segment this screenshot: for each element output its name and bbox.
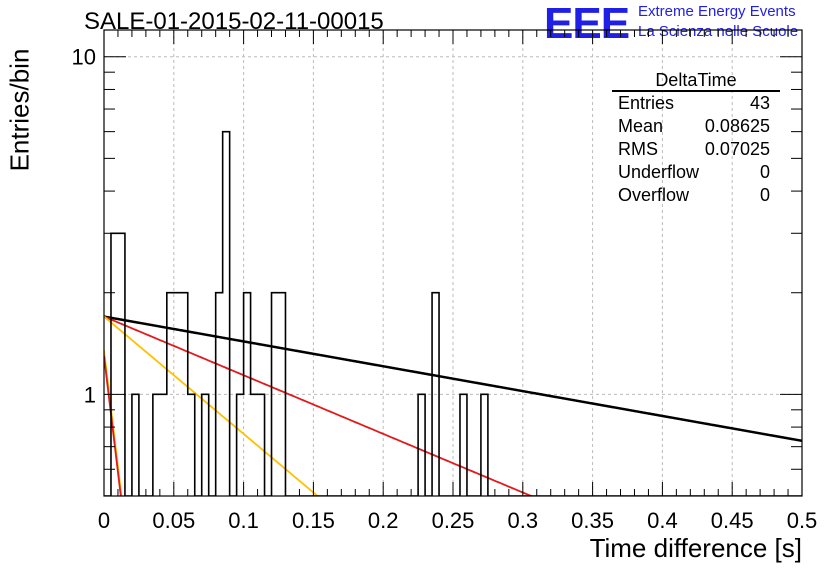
y-tick-label: 1 bbox=[84, 382, 96, 407]
x-tick-label: 0 bbox=[98, 508, 110, 533]
stats-value: 0.07025 bbox=[704, 139, 770, 159]
x-tick-label: 0.2 bbox=[368, 508, 399, 533]
histogram-bin bbox=[153, 394, 160, 496]
stats-title: DeltaTime bbox=[612, 70, 780, 92]
eee-logo: EEE bbox=[544, 0, 630, 48]
stats-label: Mean bbox=[618, 116, 664, 136]
x-tick-label: 0.3 bbox=[508, 508, 539, 533]
fit-curve bbox=[104, 315, 319, 496]
y-tick-label: 10 bbox=[72, 45, 96, 70]
stats-label: Entries bbox=[618, 93, 675, 113]
stats-value: 0.08625 bbox=[704, 116, 770, 136]
x-tick-label: 0.15 bbox=[292, 508, 335, 533]
fit-curve bbox=[104, 355, 122, 496]
fit-curve bbox=[104, 315, 534, 496]
histogram-bin bbox=[258, 394, 265, 496]
histogram-bin bbox=[160, 394, 167, 496]
stats-row-underflow: Underflow 0 bbox=[610, 161, 780, 184]
stats-value: 0 bbox=[759, 185, 770, 205]
stats-row-overflow: Overflow 0 bbox=[610, 184, 780, 207]
histogram-bin bbox=[237, 394, 244, 496]
stats-value: 43 bbox=[749, 93, 770, 113]
histogram-bin bbox=[223, 132, 230, 496]
histogram-bin bbox=[460, 394, 467, 496]
histogram-bin bbox=[132, 394, 139, 496]
fit-curve bbox=[104, 315, 802, 443]
stats-label: Overflow bbox=[618, 185, 690, 205]
logo-line-1: Extreme Energy Events bbox=[638, 3, 796, 20]
stats-row-rms: RMS 0.07025 bbox=[610, 138, 780, 161]
x-tick-label: 0.05 bbox=[152, 508, 195, 533]
histogram-bin bbox=[418, 394, 425, 496]
histogram-bin bbox=[202, 394, 209, 496]
stats-value: 0 bbox=[759, 162, 770, 182]
x-tick-label: 0.25 bbox=[432, 508, 475, 533]
histogram-bin bbox=[118, 233, 125, 496]
x-tick-label: 0.35 bbox=[571, 508, 614, 533]
histogram-bin bbox=[188, 394, 195, 496]
stats-box: DeltaTime Entries 43 Mean 0.08625 RMS 0.070… bbox=[610, 70, 780, 207]
x-tick-label: 0.45 bbox=[711, 508, 754, 533]
stats-label: Underflow bbox=[618, 162, 700, 182]
stats-row-mean: Mean 0.08625 bbox=[610, 115, 780, 138]
x-tick-label: 0.4 bbox=[647, 508, 678, 533]
x-tick-label: 0.1 bbox=[228, 508, 259, 533]
stats-label: RMS bbox=[618, 139, 658, 159]
stats-row-entries: Entries 43 bbox=[610, 92, 780, 115]
x-axis-label: Time difference [s] bbox=[589, 533, 802, 563]
histogram-bin bbox=[481, 394, 488, 496]
x-tick-label: 0.5 bbox=[787, 508, 818, 533]
